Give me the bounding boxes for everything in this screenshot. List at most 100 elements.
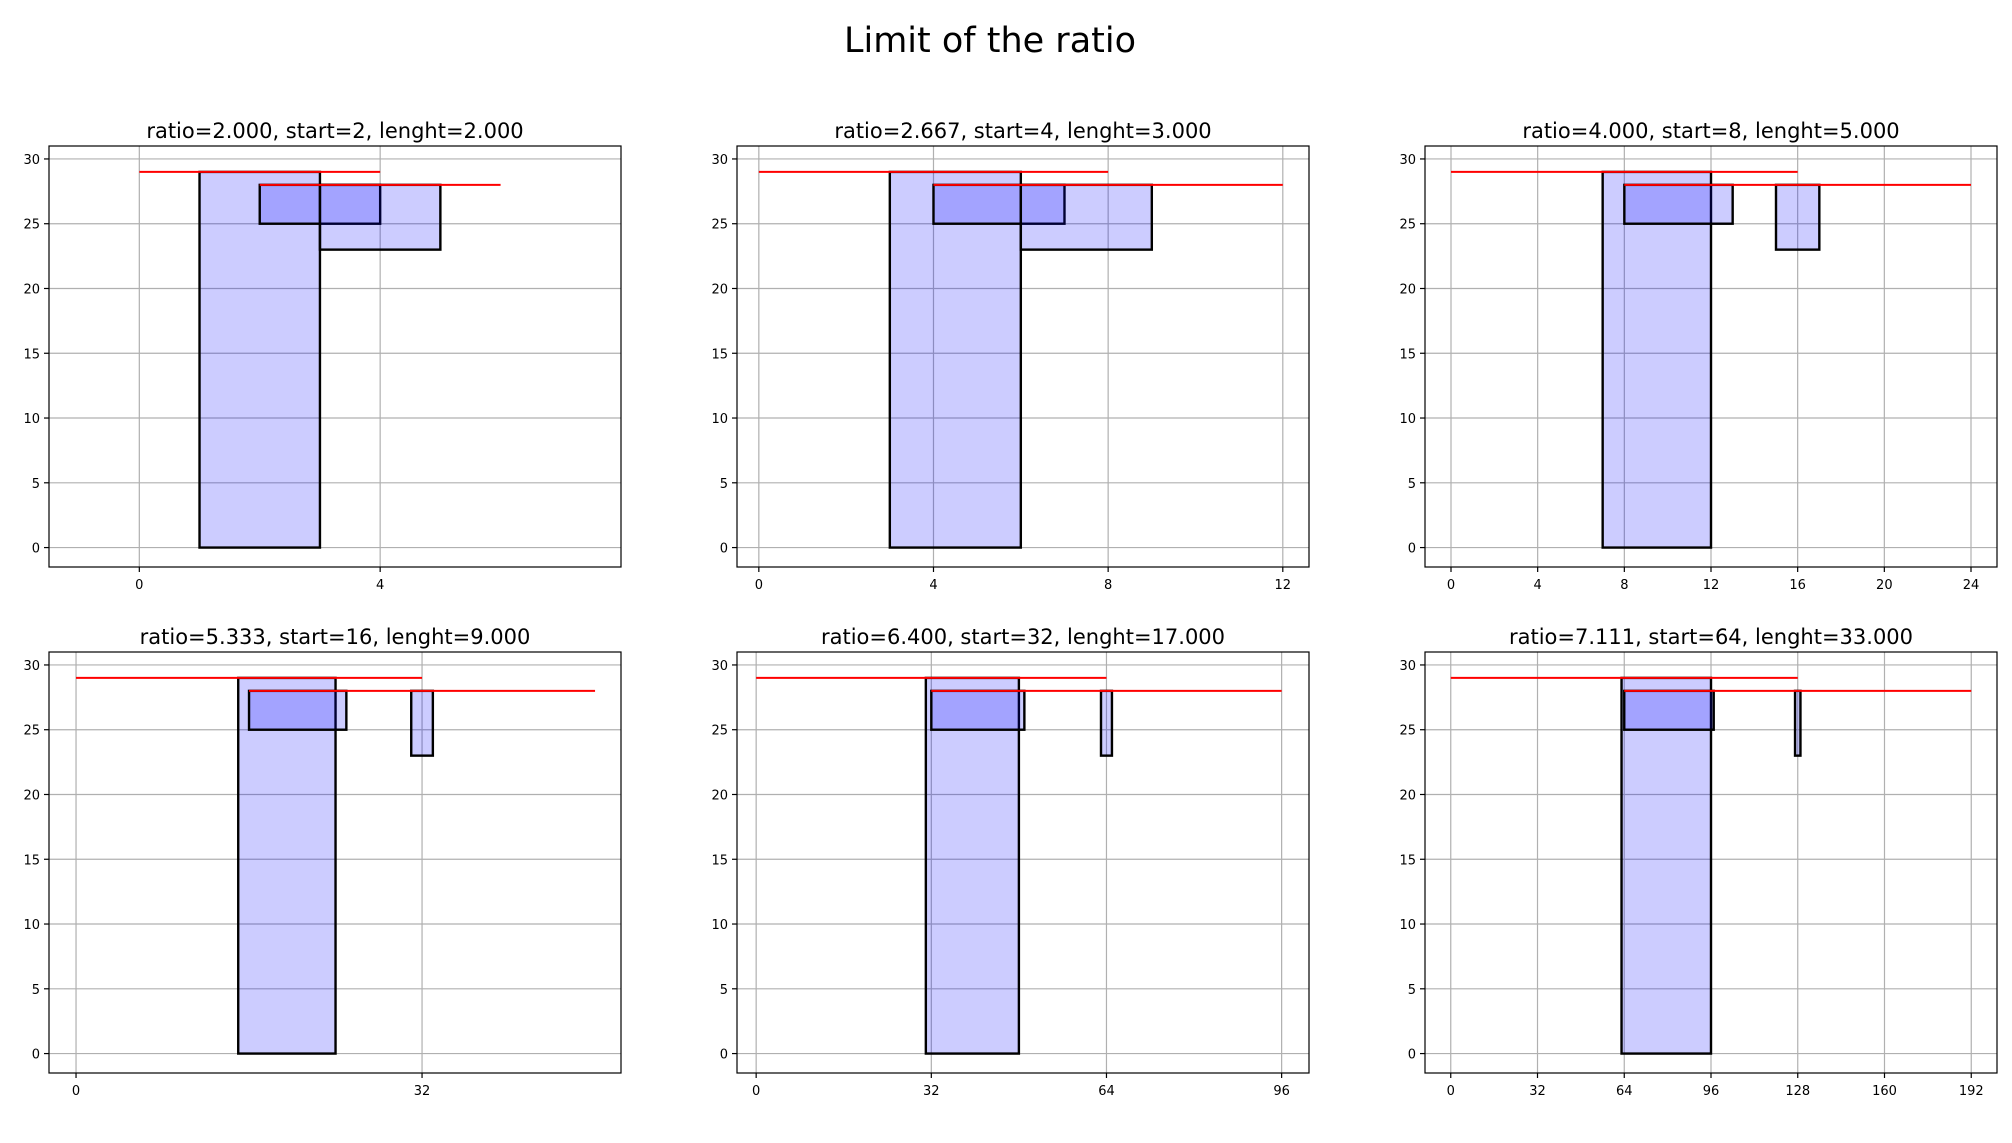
x-tick-label: 64 [1098, 1084, 1115, 1099]
subplot-title: ratio=2.000, start=2, lenght=2.000 [146, 119, 523, 143]
x-tick-label: 192 [1959, 1084, 1984, 1099]
x-tick-label: 4 [376, 578, 384, 593]
x-tick-label: 12 [1275, 578, 1292, 593]
y-tick-label: 10 [711, 412, 728, 427]
subplot-title: ratio=4.000, start=8, lenght=5.000 [1522, 119, 1899, 143]
subplot-1: 0 4 0 5 10 15 20 25 30 ratio=2.000, start=2, leng… [23, 119, 622, 593]
figure-title: Limit of the ratio [844, 21, 1136, 61]
x-tick-label: 8 [1620, 578, 1628, 593]
x-tick-label: 24 [1963, 578, 1980, 593]
subplot-6: 0 32 64 96 128 160 192 0 5 10 15 20 25 30 ratio=7.111,… [1399, 625, 1998, 1099]
x-tick-label: 0 [135, 578, 143, 593]
subplot-4: 0 32 0 5 10 15 20 25 30 ratio=5.333, start=16, le… [23, 625, 622, 1099]
y-tick-label: 0 [720, 542, 728, 557]
y-tick-label: 25 [1399, 724, 1416, 739]
x-tick-label: 32 [923, 1084, 940, 1099]
bar-2 [1623, 183, 1734, 225]
x-tick-label: 0 [1447, 1084, 1455, 1099]
bar-2 [1623, 689, 1715, 731]
bar-1 [924, 676, 1021, 1055]
y-tick-label: 20 [711, 282, 728, 297]
y-tick-label: 25 [23, 218, 40, 233]
y-tick-label: 30 [23, 659, 40, 674]
subplot-title: ratio=7.111, start=64, lenght=33.000 [1509, 625, 1913, 649]
bar-1 [1601, 170, 1713, 549]
y-tick-label: 25 [1399, 218, 1416, 233]
y-tick-label: 5 [32, 983, 40, 998]
y-tick-label: 30 [711, 153, 728, 168]
x-tick-label: 4 [929, 578, 937, 593]
y-tick-label: 15 [711, 853, 728, 868]
y-tick-label: 15 [23, 853, 40, 868]
bar-2 [247, 689, 348, 731]
x-tick-label: 160 [1872, 1084, 1897, 1099]
bar-3 [1099, 689, 1114, 757]
y-tick-label: 15 [1399, 347, 1416, 362]
y-tick-label: 10 [1399, 412, 1416, 427]
y-tick-label: 20 [1399, 282, 1416, 297]
x-tick-label: 96 [1273, 1084, 1290, 1099]
x-tick-label: 0 [72, 1084, 80, 1099]
bar-1 [237, 676, 337, 1055]
subplot-5: 0 32 64 96 0 5 10 15 20 25 30 ratio=6.400, start=32… [711, 625, 1310, 1099]
bar-1 [1620, 676, 1713, 1055]
x-tick-label: 4 [1534, 578, 1542, 593]
y-tick-label: 30 [1399, 659, 1416, 674]
x-tick-label: 20 [1876, 578, 1893, 593]
y-tick-label: 20 [1399, 788, 1416, 803]
y-tick-label: 30 [23, 153, 40, 168]
y-tick-label: 5 [720, 477, 728, 492]
subplot-title: ratio=6.400, start=32, lenght=17.000 [821, 625, 1225, 649]
y-tick-label: 20 [23, 788, 40, 803]
y-tick-label: 10 [711, 918, 728, 933]
axes-frame [736, 145, 1310, 568]
axes-frame [736, 651, 1310, 1074]
y-tick-label: 0 [1408, 542, 1416, 557]
y-tick-label: 15 [1399, 853, 1416, 868]
bar-3 [1019, 183, 1154, 251]
x-tick-label: 32 [1529, 1084, 1546, 1099]
y-tick-label: 5 [1408, 983, 1416, 998]
bar-3 [1774, 183, 1821, 251]
x-tick-label: 96 [1703, 1084, 1720, 1099]
y-tick-label: 0 [32, 1048, 40, 1063]
y-tick-label: 10 [23, 918, 40, 933]
bar-1 [198, 170, 322, 549]
y-tick-label: 15 [711, 347, 728, 362]
y-tick-label: 5 [32, 477, 40, 492]
x-tick-label: 32 [414, 1084, 431, 1099]
x-tick-label: 8 [1104, 578, 1112, 593]
x-tick-label: 0 [755, 578, 763, 593]
axes-frame [48, 651, 622, 1074]
subplot-2: 0 4 8 12 0 5 10 15 20 25 30 ratio=2.667, start=4, l… [711, 119, 1310, 593]
x-tick-label: 12 [1703, 578, 1720, 593]
y-tick-label: 0 [1408, 1048, 1416, 1063]
x-tick-label: 16 [1789, 578, 1806, 593]
y-tick-label: 20 [23, 282, 40, 297]
y-tick-label: 25 [711, 724, 728, 739]
y-tick-label: 15 [23, 347, 40, 362]
y-tick-label: 25 [23, 724, 40, 739]
bar-3 [410, 689, 435, 757]
bar-1 [888, 170, 1023, 549]
bar-2 [930, 689, 1026, 731]
y-tick-label: 0 [720, 1048, 728, 1063]
subplot-3: 0 4 8 12 16 20 24 0 5 10 15 20 25 30 ratio=4.000, star… [1399, 119, 1998, 593]
bar-3 [318, 183, 442, 251]
x-tick-label: 64 [1616, 1084, 1633, 1099]
y-tick-label: 20 [711, 788, 728, 803]
subplot-title: ratio=2.667, start=4, lenght=3.000 [834, 119, 1211, 143]
bar-3 [1793, 689, 1802, 757]
y-tick-label: 10 [23, 412, 40, 427]
y-tick-label: 30 [1399, 153, 1416, 168]
x-tick-label: 0 [1447, 578, 1455, 593]
y-tick-label: 5 [1408, 477, 1416, 492]
y-tick-label: 0 [32, 542, 40, 557]
y-tick-label: 30 [711, 659, 728, 674]
y-tick-label: 10 [1399, 918, 1416, 933]
subplot-title: ratio=5.333, start=16, lenght=9.000 [140, 625, 531, 649]
bar-2 [932, 183, 1066, 225]
axes-frame [48, 145, 622, 568]
y-tick-label: 5 [720, 983, 728, 998]
